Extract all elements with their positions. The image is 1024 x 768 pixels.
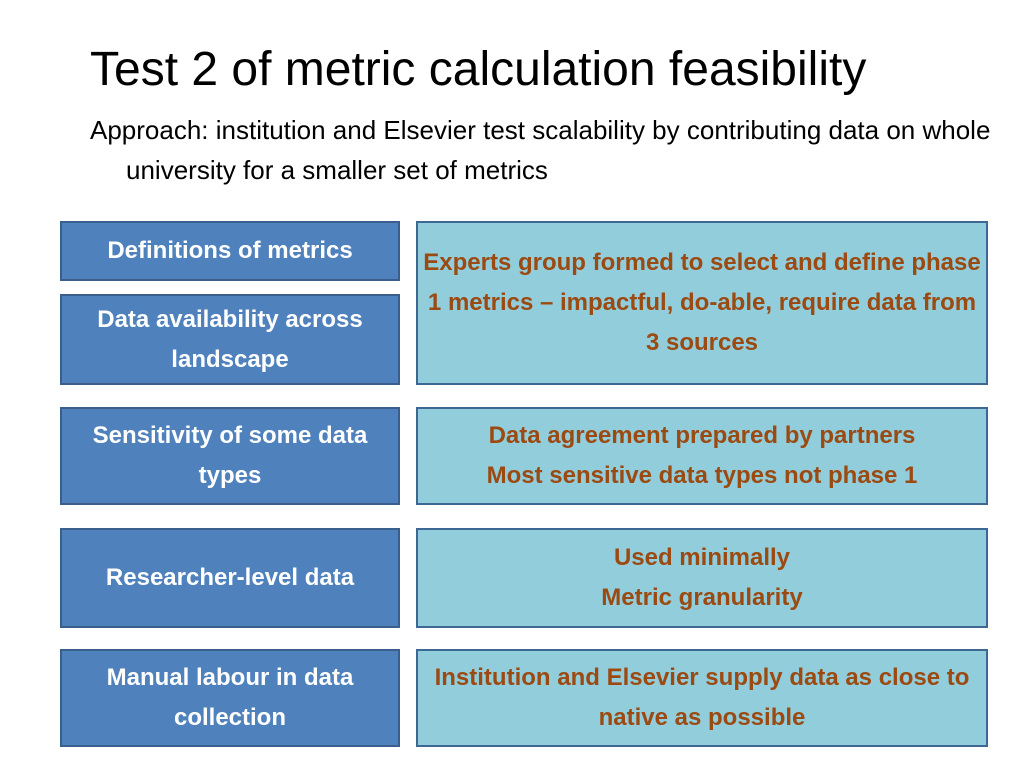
challenge-box-data-availability: Data availability across landscape: [60, 294, 400, 385]
challenge-box-researcher-level: Researcher-level data: [60, 528, 400, 628]
slide-title: Test 2 of metric calculation feasibility: [90, 43, 867, 96]
challenge-label: Researcher-level data: [105, 564, 355, 591]
response-box-data-agreement: Data agreement prepared by partners Most…: [416, 407, 988, 505]
slide-subtitle: Approach: institution and Elsevier test …: [90, 115, 991, 185]
challenge-box-sensitivity: Sensitivity of some data types: [60, 407, 400, 505]
challenge-label: Manual labour in data collection: [106, 664, 354, 731]
response-label: Experts group formed to select and defin…: [423, 249, 981, 356]
challenge-label: Definitions of metrics: [107, 237, 353, 264]
response-label: Institution and Elsevier supply data as …: [434, 664, 970, 731]
challenge-label: Sensitivity of some data types: [92, 422, 368, 489]
response-label: Used minimally Metric granularity: [601, 544, 803, 611]
response-box-native-data: Institution and Elsevier supply data as …: [416, 649, 988, 747]
challenge-box-definitions: Definitions of metrics: [60, 221, 400, 281]
response-box-experts-group: Experts group formed to select and defin…: [416, 221, 988, 385]
challenge-label: Data availability across landscape: [97, 305, 363, 373]
response-label: Data agreement prepared by partners Most…: [486, 422, 918, 489]
response-box-used-minimally: Used minimally Metric granularity: [416, 528, 988, 628]
challenge-box-manual-labour: Manual labour in data collection: [60, 649, 400, 747]
